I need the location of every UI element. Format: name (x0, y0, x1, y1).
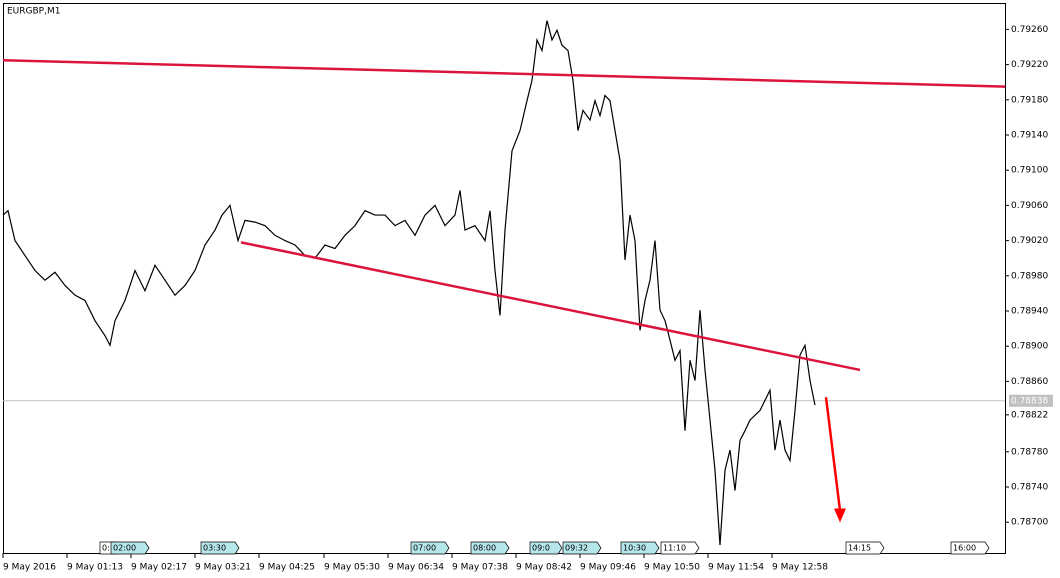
y-tick-label: 0.79140 (1011, 131, 1048, 141)
y-tick-label: 0.78822 (1011, 410, 1048, 420)
trendline (2, 58, 1006, 88)
x-tick-label: 9 May 10:50 (644, 563, 700, 573)
x-tick-label: 9 May 05:30 (324, 563, 380, 573)
y-tick-label: 0.79260 (1011, 25, 1048, 35)
y-tick-label: 0.79220 (1011, 60, 1048, 70)
event-label: 14:15 (848, 544, 871, 553)
x-tick-label: 9 May 09:46 (580, 563, 636, 573)
chart-title: EURGBP,M1 (7, 7, 60, 17)
event-label: 16:00 (953, 544, 976, 553)
arrow-shaft (824, 397, 842, 511)
x-tick-label: 9 May 06:34 (388, 563, 444, 573)
event-label: 07:00 (413, 544, 436, 553)
x-tick-label: 9 May 04:25 (259, 563, 315, 573)
x-tick-label: 9 May 12:58 (772, 563, 828, 573)
current-price-box (1009, 394, 1053, 407)
price-line (2, 20, 816, 546)
x-tick-label: 9 May 07:38 (452, 563, 508, 573)
event-label: 09:32 (565, 544, 588, 553)
event-flag (562, 541, 602, 555)
event-label: 0: (102, 544, 110, 553)
event-label: 10:30 (623, 544, 646, 553)
y-tick-label: 0.78900 (1011, 342, 1048, 352)
y-tick-label: 0.79020 (1011, 236, 1048, 246)
x-tick-label: 9 May 11:54 (708, 563, 764, 573)
event-flag (529, 541, 563, 555)
arrow-head (834, 508, 846, 523)
y-tick-label: 0.78860 (1011, 377, 1048, 387)
event-label: 02:00 (113, 544, 136, 553)
plot-frame (3, 3, 1006, 554)
event-flag (950, 541, 990, 555)
event-flag (470, 541, 510, 555)
event-flag (200, 541, 240, 555)
event-label: 09:0 (532, 544, 550, 553)
y-tick-label: 0.79060 (1011, 201, 1048, 211)
y-tick-label: 0.78700 (1011, 518, 1048, 528)
event-label: 08:00 (473, 544, 496, 553)
x-tick-label: 9 May 08:42 (516, 563, 572, 573)
y-tick-label: 0.79100 (1011, 166, 1048, 176)
x-tick-label: 9 May 03:21 (195, 563, 251, 573)
y-tick-label: 0.78980 (1011, 271, 1048, 281)
event-flag (660, 541, 700, 555)
x-tick-label: 9 May 2016 (3, 563, 56, 573)
event-flag (110, 541, 150, 555)
event-label: 11:10 (663, 544, 686, 553)
x-tick-label: 9 May 02:17 (131, 563, 187, 573)
event-flag (410, 541, 450, 555)
event-label: 03:30 (203, 544, 226, 553)
y-tick-label: 0.79180 (1011, 95, 1048, 105)
trendline (240, 241, 861, 372)
y-tick-label: 0.78780 (1011, 447, 1048, 457)
event-flag (845, 541, 885, 555)
y-tick-label: 0.78740 (1011, 483, 1048, 493)
current-price-label: 0.78838 (1011, 396, 1048, 406)
y-tick-label: 0.78940 (1011, 307, 1048, 317)
x-tick-label: 9 May 01:13 (67, 563, 123, 573)
event-flag (620, 541, 660, 555)
